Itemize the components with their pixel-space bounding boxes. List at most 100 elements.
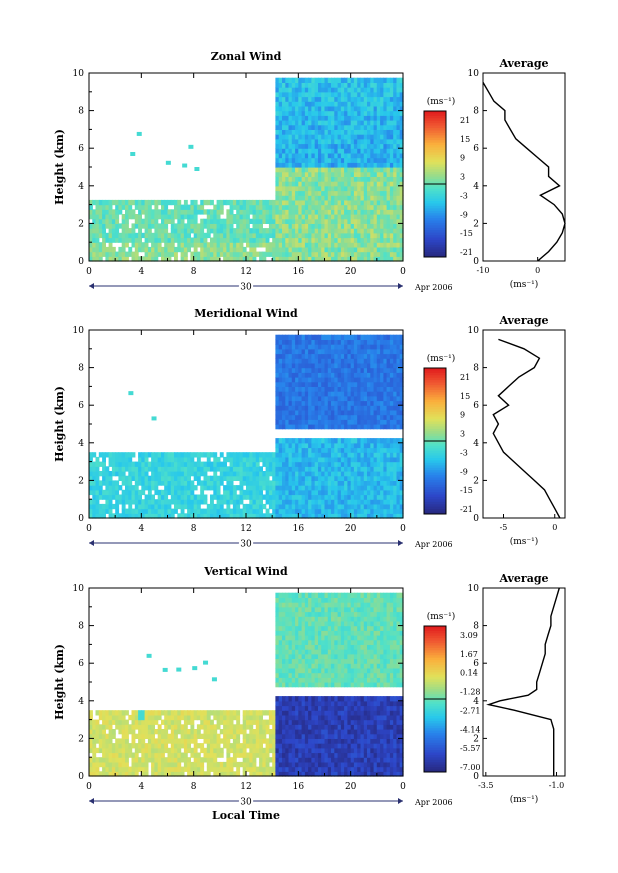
heatmap-cell xyxy=(157,466,162,472)
heatmap-cell xyxy=(141,714,146,721)
heatmap-cell xyxy=(399,237,404,243)
heatmap-cell xyxy=(334,489,339,496)
heatmap-cell xyxy=(141,223,146,229)
heatmap-cell xyxy=(295,120,299,126)
heatmap-cell xyxy=(311,237,316,243)
heatmap-cell xyxy=(311,471,316,477)
heatmap-cell xyxy=(304,395,309,402)
heatmap-cell xyxy=(360,461,365,467)
heatmap-cell xyxy=(282,82,286,88)
heatmap-cell xyxy=(282,143,286,149)
heatmap-cell xyxy=(311,204,316,210)
heatmap-cell xyxy=(125,461,129,467)
heatmap-cell xyxy=(200,223,205,229)
heatmap-cell xyxy=(321,214,326,220)
colorbar-tick-label: -21 xyxy=(460,248,473,257)
heatmap-cell xyxy=(363,256,368,262)
heatmap-cell xyxy=(396,494,401,500)
heatmap-cell xyxy=(393,391,398,397)
heatmap-cell xyxy=(380,77,384,83)
heatmap-cell xyxy=(357,391,362,397)
heatmap-cell xyxy=(353,367,358,373)
y-tick-label: 2 xyxy=(78,219,84,229)
heatmap-cell xyxy=(223,489,227,496)
heatmap-cell xyxy=(311,391,316,397)
heatmap-cell xyxy=(318,223,322,229)
heatmap-cell xyxy=(190,461,195,467)
heatmap-cell xyxy=(393,256,398,262)
colorbar-tick-label: 9 xyxy=(460,411,465,420)
heatmap-cell xyxy=(311,77,316,83)
heatmap-cell xyxy=(144,771,149,777)
heatmap-cell xyxy=(298,129,303,135)
heatmap-cell xyxy=(190,251,195,257)
heatmap-cell xyxy=(183,214,188,220)
heatmap-cell xyxy=(304,381,309,387)
heatmap-cell xyxy=(138,757,142,763)
heatmap-cell xyxy=(327,228,332,234)
heatmap-cell xyxy=(308,353,312,359)
heatmap-cell xyxy=(324,256,329,262)
heatmap-cell xyxy=(131,719,136,725)
heatmap-cell xyxy=(327,115,332,121)
heatmap-cell xyxy=(331,372,335,378)
heatmap-cell xyxy=(393,344,398,350)
heatmap-cell xyxy=(298,176,303,182)
heatmap-cell xyxy=(396,232,401,239)
heatmap-cell xyxy=(262,251,267,257)
heatmap-cell xyxy=(363,228,368,234)
heatmap-cell xyxy=(282,395,286,402)
heatmap-cell xyxy=(193,218,198,224)
heatmap-cell xyxy=(340,246,345,253)
heatmap-cell xyxy=(170,489,175,496)
heatmap-cell xyxy=(151,513,155,519)
heatmap-cell xyxy=(337,348,342,355)
heatmap-cell xyxy=(363,110,368,116)
heatmap-cell xyxy=(324,405,329,411)
heatmap-cell xyxy=(357,381,362,387)
heatmap-cell xyxy=(350,391,355,397)
heatmap-cell xyxy=(154,251,159,257)
heatmap-cell xyxy=(128,480,133,486)
heatmap-cell xyxy=(210,214,214,220)
heatmap-cell xyxy=(380,157,384,163)
heatmap-cell xyxy=(331,199,335,206)
heatmap-cell xyxy=(301,190,306,196)
heatmap-cell xyxy=(327,480,332,486)
heatmap-cell xyxy=(318,377,322,383)
heatmap-cell xyxy=(357,204,362,210)
heatmap-cell xyxy=(321,424,326,430)
heatmap-cell xyxy=(386,348,391,355)
heatmap-cell xyxy=(187,237,191,243)
heatmap-cell xyxy=(396,508,401,514)
heatmap-cell xyxy=(318,405,322,411)
heatmap-cell xyxy=(380,185,384,192)
heatmap-cell xyxy=(360,195,365,201)
heatmap-cell xyxy=(128,729,133,735)
heatmap-cell xyxy=(216,209,221,215)
heatmap-cell xyxy=(367,185,371,192)
heatmap-cell xyxy=(125,738,129,744)
heatmap-cell xyxy=(285,409,290,416)
heatmap-cell xyxy=(223,466,227,472)
heatmap-cell xyxy=(98,480,103,486)
heatmap-cell xyxy=(324,110,329,116)
heatmap-cell xyxy=(219,452,224,458)
heatmap-cell xyxy=(353,466,358,472)
profile-y-tick-label: 8 xyxy=(473,107,479,117)
heatmap-cell xyxy=(167,719,172,725)
heatmap-cell xyxy=(128,237,133,243)
heatmap-cell xyxy=(318,115,322,121)
heatmap-cell xyxy=(134,714,139,721)
heatmap-cell xyxy=(318,485,322,491)
heatmap-cell xyxy=(373,461,378,467)
heatmap-cell xyxy=(301,209,306,215)
heatmap-cell xyxy=(340,475,345,481)
heatmap-cell xyxy=(399,334,404,340)
heatmap-cell xyxy=(304,391,309,397)
heatmap-cell xyxy=(190,494,195,500)
heatmap-cell xyxy=(236,214,241,220)
heatmap-cell xyxy=(340,101,345,107)
heatmap-cell xyxy=(324,115,329,121)
heatmap-cell xyxy=(239,251,244,257)
